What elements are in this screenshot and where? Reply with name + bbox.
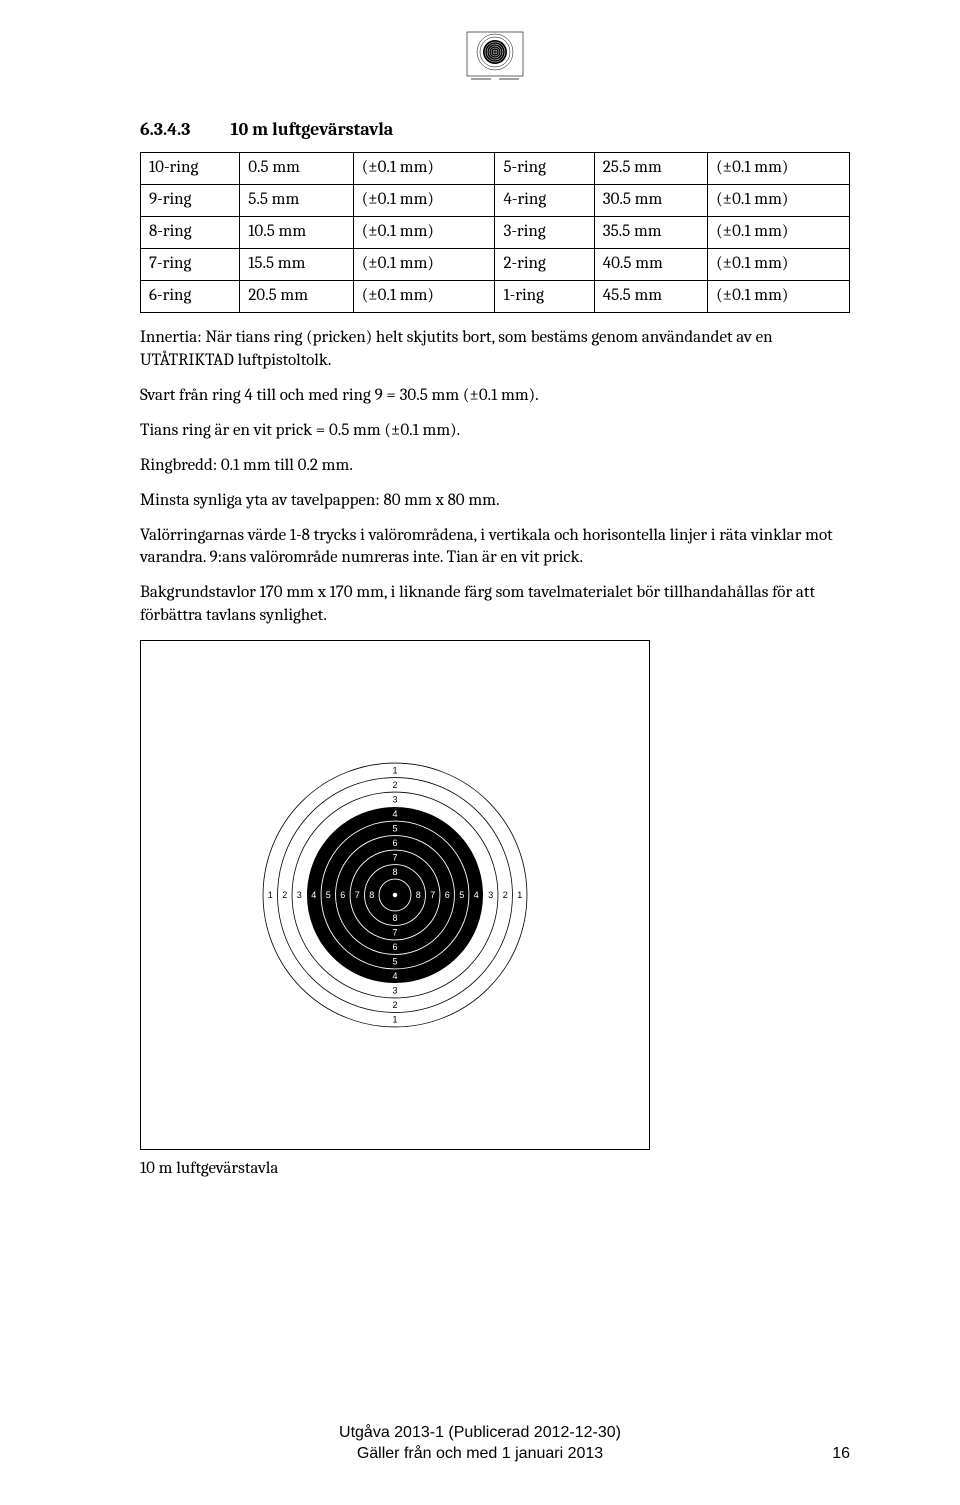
table-row: 10-ring0.5 mm(±0.1 mm)5-ring25.5 mm(±0.1… [141, 153, 850, 185]
table-cell: (±0.1 mm) [708, 217, 850, 249]
svg-text:2: 2 [392, 780, 397, 790]
table-cell: (±0.1 mm) [353, 249, 495, 281]
svg-text:4: 4 [392, 971, 397, 981]
svg-text:8: 8 [369, 890, 374, 900]
table-cell: 4-ring [495, 185, 594, 217]
paragraph-background: Bakgrundstavlor 170 mm x 170 mm, i likna… [140, 582, 850, 628]
svg-text:5: 5 [392, 957, 397, 967]
table-cell: 10.5 mm [240, 217, 353, 249]
page-number: 16 [832, 1443, 850, 1465]
table-cell: 2-ring [495, 249, 594, 281]
table-cell: (±0.1 mm) [708, 249, 850, 281]
paragraph-min-area: Minsta synliga yta av tavelpappen: 80 mm… [140, 490, 850, 513]
section-heading: 6.3.4.3 10 m luftgevärstavla [140, 118, 850, 142]
svg-text:5: 5 [326, 890, 331, 900]
svg-text:6: 6 [392, 942, 397, 952]
table-row: 7-ring15.5 mm(±0.1 mm)2-ring40.5 mm(±0.1… [141, 249, 850, 281]
table-cell: 8-ring [141, 217, 240, 249]
table-cell: (±0.1 mm) [708, 280, 850, 312]
svg-text:3: 3 [488, 890, 493, 900]
table-cell: 40.5 mm [594, 249, 707, 281]
table-cell: 20.5 mm [240, 280, 353, 312]
svg-text:3: 3 [392, 986, 397, 996]
svg-text:6: 6 [392, 838, 397, 848]
table-row: 8-ring10.5 mm(±0.1 mm)3-ring35.5 mm(±0.1… [141, 217, 850, 249]
table-cell: 30.5 mm [594, 185, 707, 217]
section-number: 6.3.4.3 [140, 118, 190, 142]
table-row: 6-ring20.5 mm(±0.1 mm)1-ring45.5 mm(±0.1… [141, 280, 850, 312]
svg-text:1: 1 [268, 890, 273, 900]
table-cell: (±0.1 mm) [353, 185, 495, 217]
svg-text:4: 4 [392, 809, 397, 819]
table-cell: 10-ring [141, 153, 240, 185]
svg-text:2: 2 [503, 890, 508, 900]
table-cell: 15.5 mm [240, 249, 353, 281]
paragraph-ring-width: Ringbredd: 0.1 mm till 0.2 mm. [140, 455, 850, 478]
ring-dimensions-table: 10-ring0.5 mm(±0.1 mm)5-ring25.5 mm(±0.1… [140, 152, 850, 313]
table-cell: (±0.1 mm) [353, 280, 495, 312]
table-cell: (±0.1 mm) [708, 185, 850, 217]
svg-text:7: 7 [392, 928, 397, 938]
section-title: 10 m luftgevärstavla [230, 118, 393, 142]
svg-text:6: 6 [445, 890, 450, 900]
table-cell: 0.5 mm [240, 153, 353, 185]
target-caption: 10 m luftgevärstavla [140, 1158, 850, 1181]
svg-text:1: 1 [392, 1015, 397, 1025]
paragraph-black-range: Svart från ring 4 till och med ring 9 = … [140, 385, 850, 408]
table-cell: 6-ring [141, 280, 240, 312]
svg-text:7: 7 [392, 853, 397, 863]
table-row: 9-ring5.5 mm(±0.1 mm)4-ring30.5 mm(±0.1 … [141, 185, 850, 217]
svg-text:8: 8 [392, 867, 397, 877]
table-cell: 1-ring [495, 280, 594, 312]
paragraph-innertia: Innertia: När tians ring (pricken) helt … [140, 327, 850, 373]
table-cell: 5.5 mm [240, 185, 353, 217]
table-cell: 3-ring [495, 217, 594, 249]
table-cell: 9-ring [141, 185, 240, 217]
svg-text:4: 4 [474, 890, 479, 900]
table-cell: 45.5 mm [594, 280, 707, 312]
svg-text:3: 3 [392, 795, 397, 805]
table-cell: 25.5 mm [594, 153, 707, 185]
paragraph-ten-ring: Tians ring är en vit prick = 0.5 mm (±0.… [140, 420, 850, 443]
svg-text:4: 4 [311, 890, 316, 900]
table-cell: (±0.1 mm) [353, 217, 495, 249]
target-diagram: 11112222333344445555666677778888 [140, 640, 650, 1150]
svg-text:1: 1 [517, 890, 522, 900]
header-target-logo [140, 30, 850, 93]
footer-valid-from: Gäller från och med 1 januari 2013 [0, 1443, 960, 1465]
svg-text:5: 5 [459, 890, 464, 900]
footer-edition: Utgåva 2013-1 (Publicerad 2012-12-30) [0, 1422, 960, 1444]
svg-text:2: 2 [392, 1000, 397, 1010]
table-cell: 7-ring [141, 249, 240, 281]
paragraph-numbering: Valörringarnas värde 1-8 trycks i valöro… [140, 525, 850, 571]
table-cell: 5-ring [495, 153, 594, 185]
svg-text:2: 2 [282, 890, 287, 900]
svg-text:8: 8 [392, 913, 397, 923]
svg-text:5: 5 [392, 824, 397, 834]
svg-text:7: 7 [355, 890, 360, 900]
table-cell: (±0.1 mm) [708, 153, 850, 185]
svg-text:1: 1 [392, 766, 397, 776]
table-cell: (±0.1 mm) [353, 153, 495, 185]
svg-text:8: 8 [416, 890, 421, 900]
table-cell: 35.5 mm [594, 217, 707, 249]
svg-text:7: 7 [430, 890, 435, 900]
svg-text:6: 6 [340, 890, 345, 900]
footer: Utgåva 2013-1 (Publicerad 2012-12-30) Gä… [0, 1422, 960, 1465]
svg-text:3: 3 [297, 890, 302, 900]
